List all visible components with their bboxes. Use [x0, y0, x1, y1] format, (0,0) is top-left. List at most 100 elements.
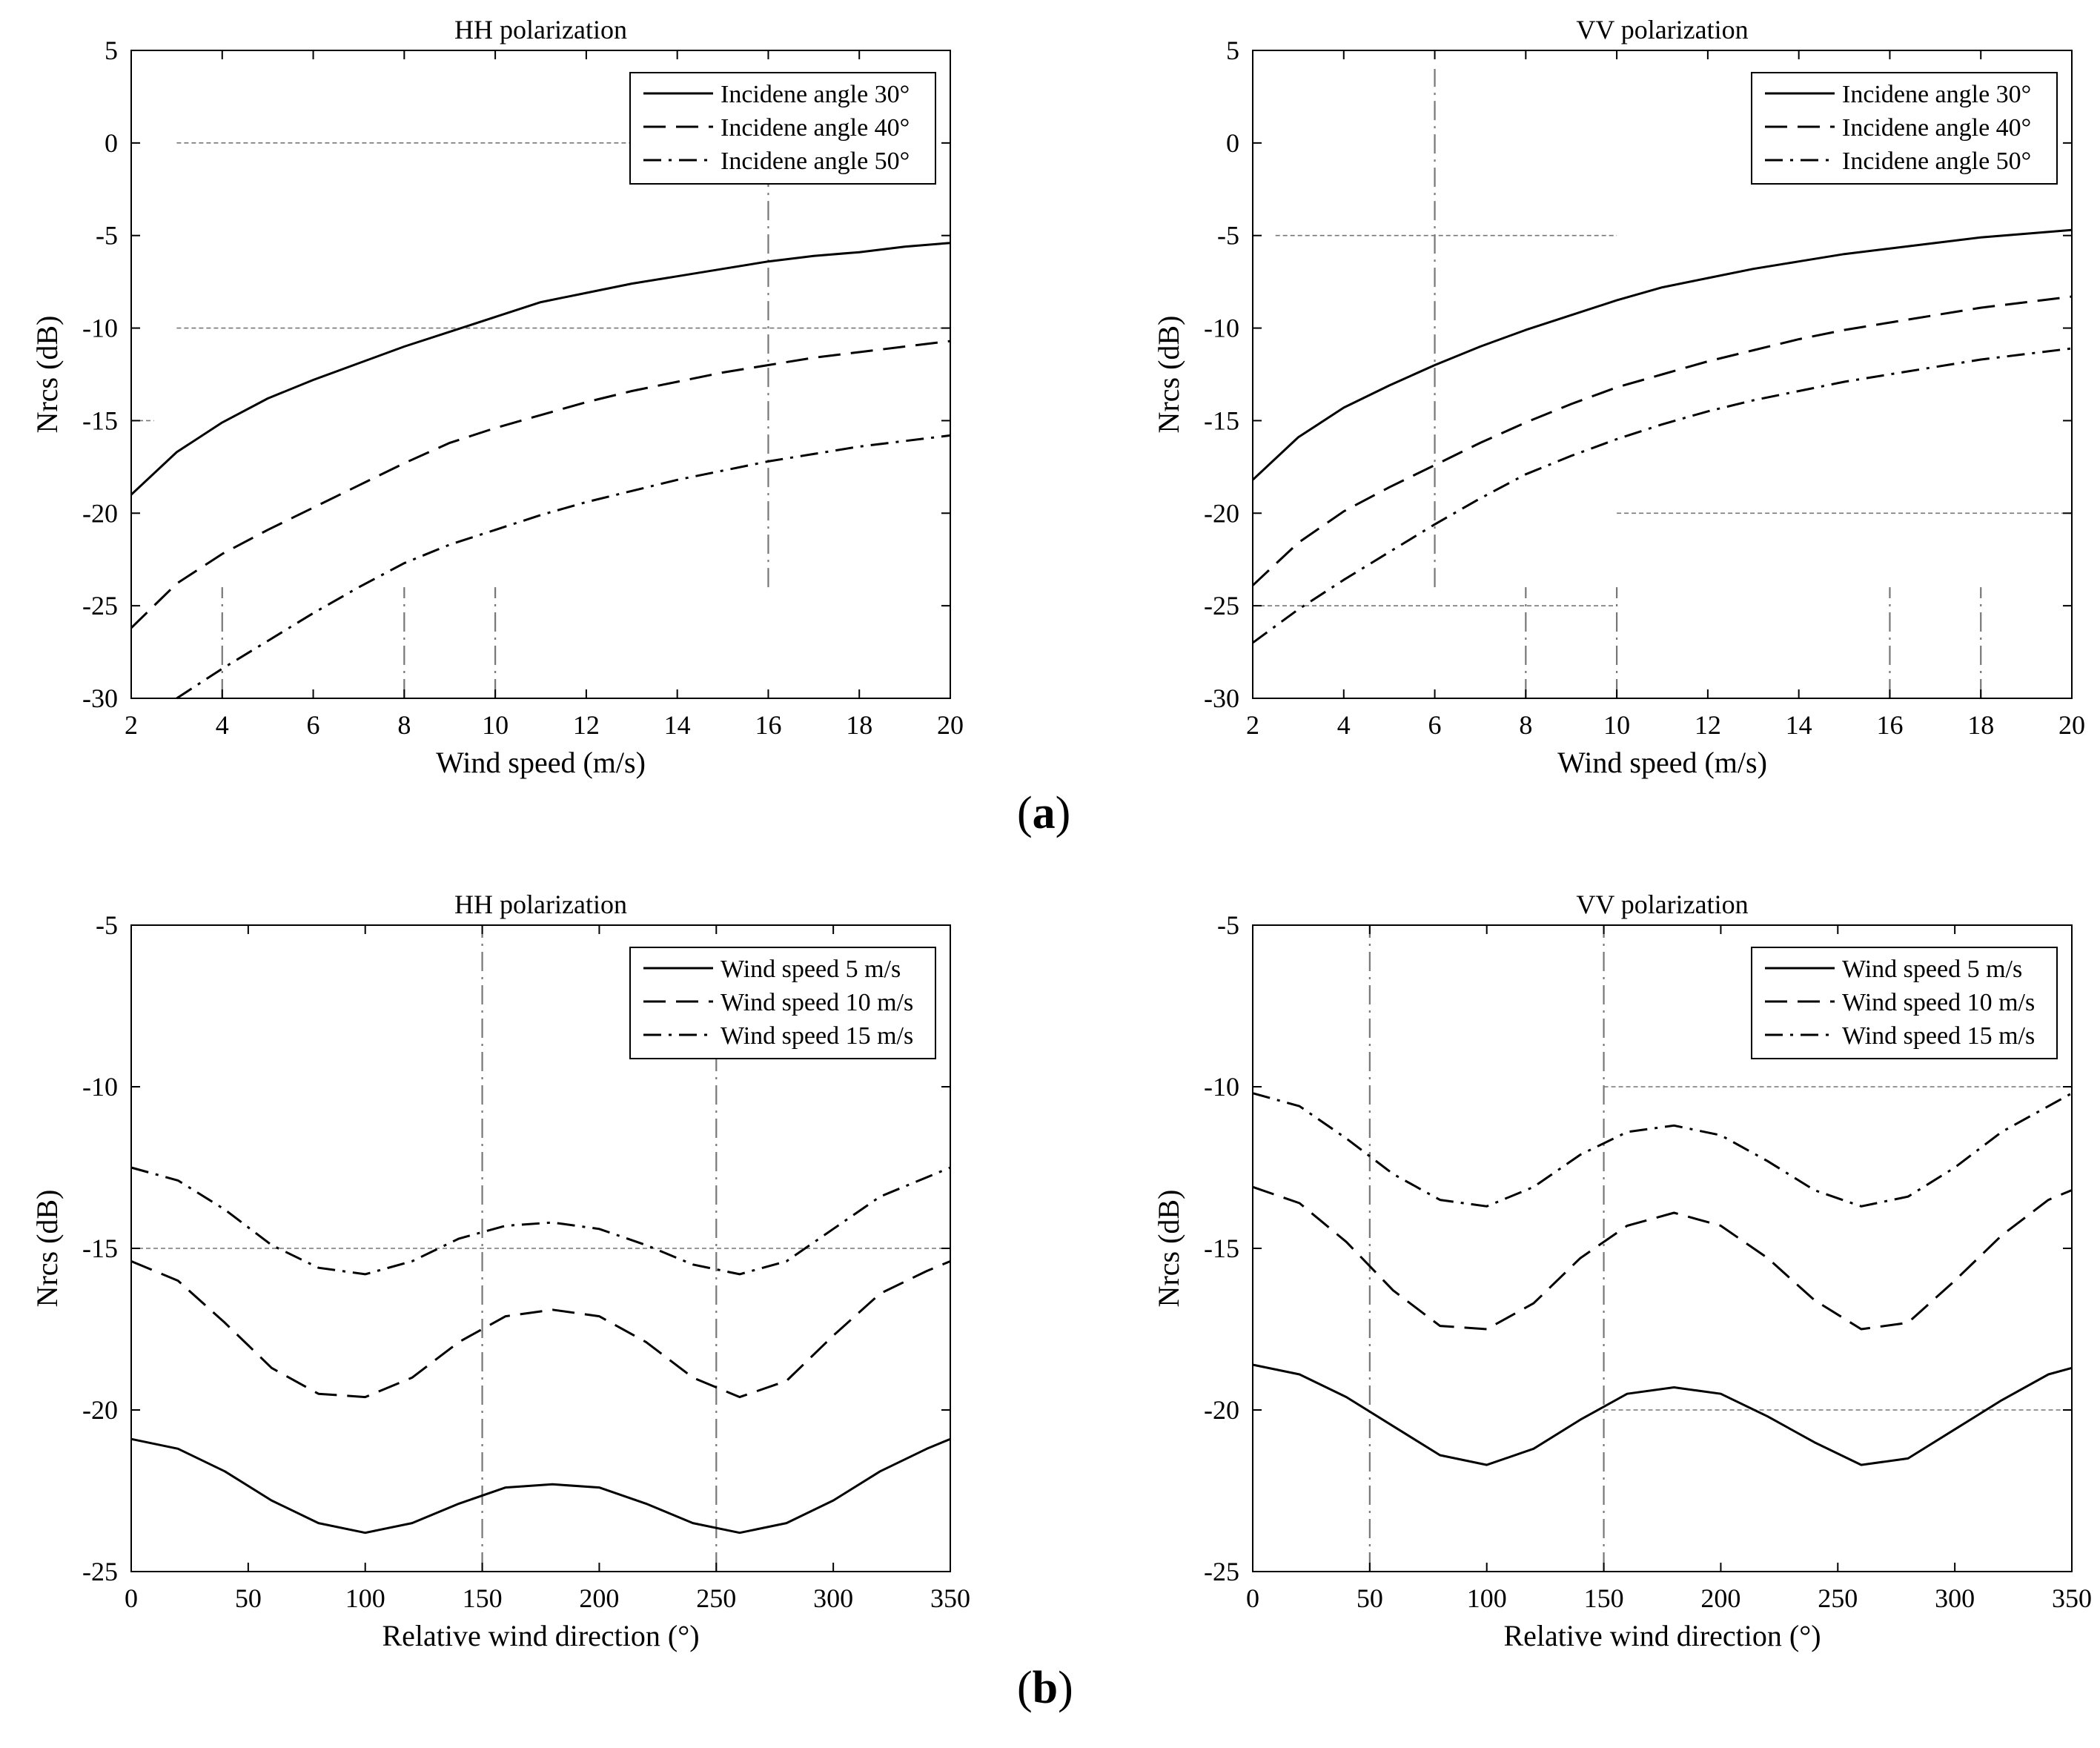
a-vv-legend-label-1: Incidene angle 40° — [1842, 114, 2031, 142]
b-hh-x-axis-label: Relative wind direction (°) — [382, 1619, 699, 1652]
b-vv-legend-label-0: Wind speed 5 m/s — [1842, 956, 2022, 983]
a-hh-y-tick-label-4: -15 — [82, 405, 118, 435]
chart-a-vv: 2 4 6 8 10 12 14 16 18 20 5 0 -5 -10 -15 -20 -25 -30 VV po… — [1152, 15, 2085, 779]
b-vv-legend — [1751, 947, 2058, 1059]
b-hh-y-tick-label-1: -10 — [82, 1072, 118, 1102]
a-vv-x-tick-label-6: 14 — [1786, 710, 1812, 740]
a-hh-y-tick-label-3: -10 — [82, 314, 118, 343]
a-vv-y-axis-label: Nrcs (dB) — [1152, 316, 1185, 434]
a-vv-plot-frame — [1252, 50, 2073, 699]
b-vv-y-tick-label-1: -10 — [1204, 1072, 1239, 1102]
b-hh-x-tick-label-3: 150 — [463, 1583, 503, 1613]
b-hh-series-line-0 — [130, 1437, 951, 1535]
b-hh-legend-label-0: Wind speed 5 m/s — [721, 956, 901, 983]
panel-label-b-letter: b — [1032, 1663, 1059, 1713]
a-vv-series-line-1 — [1251, 295, 2073, 586]
a-hh-legend-label-2: Incidene angle 50° — [721, 148, 910, 175]
a-vv-x-axis-label: Wind speed (m/s) — [1557, 746, 1767, 779]
a-vv-x-tick-label-9: 20 — [2058, 710, 2085, 740]
b-hh-x-tick-label-7: 350 — [930, 1583, 970, 1613]
b-vv-series-line-2 — [1252, 1092, 2073, 1208]
a-hh-x-tick-label-6: 14 — [664, 710, 691, 740]
a-hh-y-axis-label: Nrcs (dB) — [30, 316, 64, 434]
a-vv-series-line-2 — [1252, 347, 2073, 644]
a-hh-y-tick-label-5: -20 — [82, 498, 118, 528]
a-vv-y-tick-label-6: -25 — [1204, 591, 1239, 620]
a-hh-legend-label-0: Incidene angle 30° — [721, 81, 910, 108]
b-vv-x-tick-label-3: 150 — [1584, 1583, 1624, 1613]
chart-b-hh: 0 50 100 150 200 250 300 350 -5 -10 -15 -20 -25 HH po… — [30, 890, 970, 1652]
b-hh-y-tick-label-4: -25 — [82, 1557, 118, 1586]
b-vv-x-tick-label-0: 0 — [1246, 1583, 1259, 1613]
a-hh-x-tick-label-8: 18 — [846, 710, 872, 740]
a-vv-y-tick-label-2: -5 — [1217, 221, 1239, 251]
b-hh-legend — [629, 947, 936, 1059]
a-hh-series-line-0 — [130, 242, 951, 496]
b-vv-x-tick-label-6: 300 — [1935, 1583, 1975, 1613]
a-hh-y-tick-label-0: 5 — [105, 36, 118, 65]
b-hh-x-tick-label-2: 100 — [345, 1583, 385, 1613]
b-hh-y-tick-label-0: -5 — [96, 910, 118, 940]
b-vv-series-line-0 — [1252, 1363, 2073, 1466]
b-hh-x-tick-label-5: 250 — [696, 1583, 736, 1613]
a-hh-x-tick-label-3: 8 — [397, 710, 411, 740]
b-hh-x-tick-label-1: 50 — [235, 1583, 262, 1613]
a-vv-x-tick-label-0: 2 — [1246, 710, 1259, 740]
b-vv-x-tick-label-4: 200 — [1700, 1583, 1740, 1613]
panel-label-a: (a) — [1017, 788, 1071, 838]
a-hh-x-tick-label-7: 16 — [755, 710, 781, 740]
b-hh-legend-label-1: Wind speed 10 m/s — [721, 989, 913, 1016]
a-vv-x-tick-label-8: 18 — [1967, 710, 1994, 740]
a-vv-x-tick-label-5: 12 — [1695, 710, 1721, 740]
b-vv-x-tick-label-1: 50 — [1357, 1583, 1383, 1613]
a-hh-legend-label-1: Incidene angle 40° — [721, 114, 910, 142]
a-hh-legend — [629, 72, 936, 185]
a-hh-x-tick-label-4: 10 — [482, 710, 509, 740]
b-hh-legend-label-2: Wind speed 15 m/s — [721, 1022, 913, 1050]
a-vv-x-tick-label-4: 10 — [1603, 710, 1630, 740]
a-vv-y-tick-label-1: 0 — [1226, 128, 1239, 158]
b-vv-series-line-1 — [1252, 1185, 2073, 1331]
b-vv-x-tick-label-7: 350 — [2052, 1583, 2092, 1613]
a-vv-y-tick-label-5: -20 — [1204, 498, 1239, 528]
a-hh-x-tick-label-9: 20 — [937, 710, 964, 740]
a-hh-y-tick-label-1: 0 — [105, 128, 118, 158]
a-vv-legend-label-0: Incidene angle 30° — [1842, 81, 2031, 108]
b-hh-y-tick-label-3: -20 — [82, 1395, 118, 1425]
b-vv-y-tick-label-4: -25 — [1204, 1557, 1239, 1586]
a-hh-plot-frame — [130, 50, 951, 699]
b-hh-x-tick-label-4: 200 — [579, 1583, 619, 1613]
b-hh-x-tick-label-6: 300 — [813, 1583, 853, 1613]
a-hh-x-tick-label-1: 4 — [216, 710, 229, 740]
b-vv-x-tick-label-2: 100 — [1467, 1583, 1507, 1613]
panel-label-a-letter: a — [1032, 788, 1056, 838]
b-vv-title: VV polarization — [1576, 890, 1748, 919]
b-hh-y-tick-label-2: -15 — [82, 1234, 118, 1263]
a-hh-x-tick-label-5: 12 — [573, 710, 600, 740]
b-vv-y-tick-label-0: -5 — [1217, 910, 1239, 940]
a-vv-x-tick-label-3: 8 — [1519, 710, 1532, 740]
b-vv-y-tick-label-2: -15 — [1204, 1234, 1239, 1263]
a-vv-legend — [1751, 72, 2058, 185]
b-hh-title: HH polarization — [454, 890, 627, 919]
a-hh-x-tick-label-2: 6 — [307, 710, 320, 740]
a-hh-y-tick-label-6: -25 — [82, 591, 118, 620]
b-vv-x-tick-label-5: 250 — [1818, 1583, 1858, 1613]
b-vv-y-axis-label: Nrcs (dB) — [1152, 1190, 1185, 1308]
a-hh-y-tick-label-2: -5 — [96, 221, 118, 251]
b-hh-x-tick-label-0: 0 — [125, 1583, 138, 1613]
chart-b-vv: 0 50 100 150 200 250 300 350 -5 -10 -15 -20 -25 VV po… — [1152, 890, 2092, 1652]
a-vv-y-tick-label-4: -15 — [1204, 405, 1239, 435]
b-vv-legend-label-2: Wind speed 15 m/s — [1842, 1022, 2035, 1050]
b-vv-x-axis-label: Relative wind direction (°) — [1503, 1619, 1821, 1652]
a-vv-x-tick-label-7: 16 — [1876, 710, 1903, 740]
b-hh-series-line-2 — [130, 1166, 951, 1276]
a-vv-title: VV polarization — [1576, 15, 1748, 44]
a-hh-y-tick-label-7: -30 — [82, 683, 118, 713]
a-hh-x-tick-label-0: 2 — [125, 710, 138, 740]
b-vv-legend-label-1: Wind speed 10 m/s — [1842, 989, 2035, 1016]
a-vv-series-line-0 — [1251, 228, 2073, 481]
b-hh-series-line-1 — [130, 1260, 951, 1399]
a-hh-series-line-1 — [130, 340, 951, 629]
